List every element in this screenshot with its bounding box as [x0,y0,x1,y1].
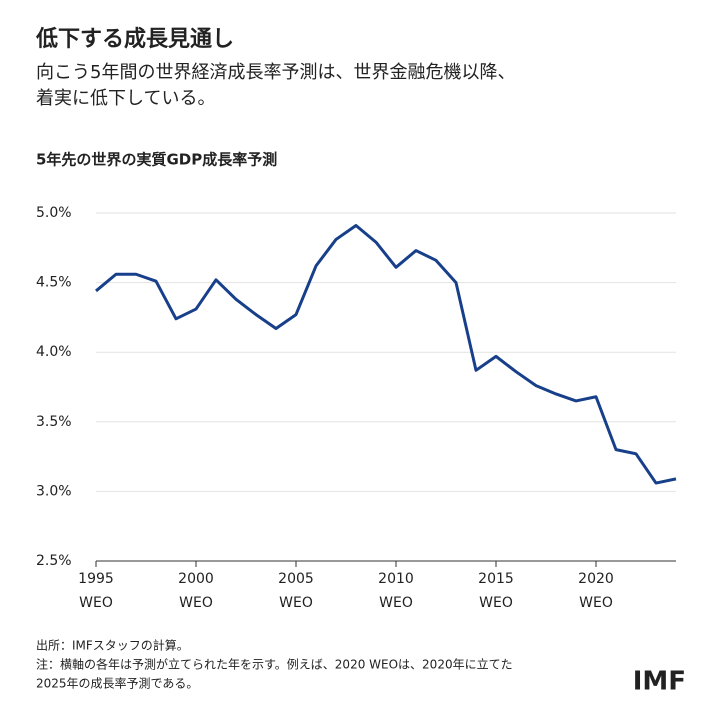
line [95,224,677,485]
y-tick-label: 4.5% [36,275,72,291]
x-tick-sublabel: WEO [379,595,413,611]
x-tick-sublabel: WEO [179,595,213,611]
x-tick-label: 2010 [378,571,414,587]
x-tick-sublabel: WEO [479,595,513,611]
subtitle: 向こう5年間の世界経済成長率予測は、世界金融危機以降、 [36,62,515,83]
x-tick-sublabel: WEO [579,595,613,611]
subtitle: 着実に低下している。 [36,88,215,109]
y-tick-label: 3.5% [36,414,72,430]
logo: IMF [633,667,686,697]
y-tick-label: 3.0% [36,483,72,499]
note: 2025年の成長率予測である。 [36,676,198,691]
y-tick-label: 5.0% [36,205,72,221]
note: 出所：IMFスタッフの計算。 [36,638,189,653]
x-tick-label: 2005 [278,571,314,587]
x-tick-label: 2000 [178,571,214,587]
title: 低下する成長見通し [35,27,234,52]
x-tick-label: 2015 [478,571,514,587]
x-tick-sublabel: WEO [79,595,113,611]
x-tick-sublabel: WEO [279,595,313,611]
x-tick-label: 1995 [78,571,114,587]
note: 注：横軸の各年は予測が立てられた年を示す。例えば、2020 WEOは、2020年… [36,657,513,672]
y-tick-label: 2.5% [36,553,72,569]
x-tick-label: 2020 [578,571,614,587]
y-tick-label: 4.0% [36,344,72,360]
chart-title: 5年先の世界の実質GDP成長率予測 [36,151,277,169]
